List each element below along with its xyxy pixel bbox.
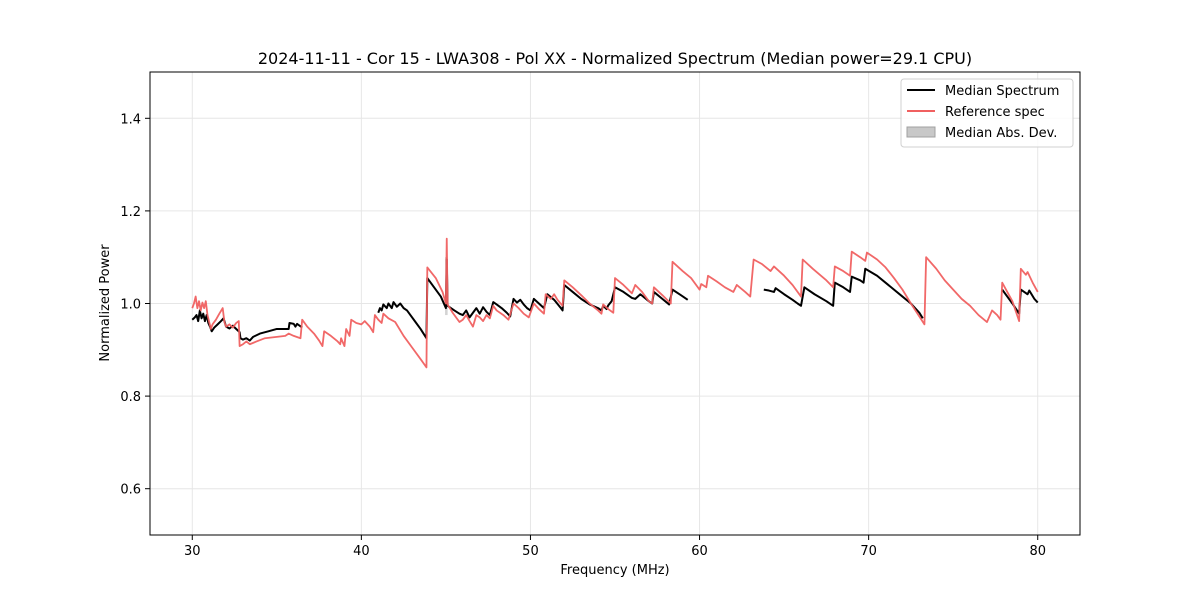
legend: Median Spectrum Reference spec Median Ab…: [900, 78, 1074, 148]
x-axis-label: Frequency (MHz): [560, 563, 669, 578]
y-tick-label: 0.6: [120, 483, 141, 498]
legend-label-median-spectrum: Median Spectrum: [945, 84, 1059, 99]
y-axis-label: Normalized Power: [98, 244, 113, 362]
median-spectrum-line: [1001, 288, 1039, 315]
legend-label-reference-spec: Reference spec: [945, 105, 1045, 120]
x-tick-label: 60: [691, 544, 708, 559]
x-tick-label: 40: [353, 544, 370, 559]
x-tick-label: 70: [860, 544, 877, 559]
y-tick-label: 1.0: [120, 298, 141, 313]
x-axis-ticks: 30 40 50 60 70 80: [184, 535, 1046, 559]
legend-swatch-median-abs-dev: [906, 126, 936, 138]
y-axis-ticks: 0.6 0.8 1.0 1.2 1.4: [120, 112, 150, 498]
legend-label-median-abs-dev: Median Abs. Dev.: [945, 126, 1057, 141]
chart-title: 2024-11-11 - Cor 15 - LWA308 - Pol XX - …: [258, 49, 972, 68]
x-tick-label: 50: [522, 544, 539, 559]
x-tick-label: 80: [1029, 544, 1046, 559]
reference-spec-line: [191, 237, 1039, 369]
median-spectrum-line: [763, 267, 924, 319]
legend-box: [900, 78, 1074, 148]
series-layer: [191, 237, 1039, 369]
y-tick-label: 1.4: [120, 112, 141, 127]
x-tick-label: 30: [184, 544, 201, 559]
y-tick-label: 1.2: [120, 205, 141, 220]
y-tick-label: 0.8: [120, 390, 141, 405]
